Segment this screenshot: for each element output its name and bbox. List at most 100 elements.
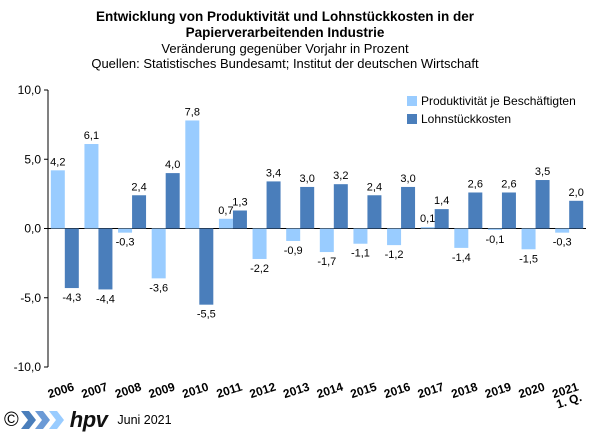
productivity-bar-2007 — [84, 144, 99, 229]
y-tick-label: 0,0 — [24, 222, 41, 236]
productivity-data-label-2006: 4,2 — [50, 156, 65, 168]
productivity-bar-2008 — [118, 228, 133, 233]
x-tick-label: 2018 — [450, 379, 480, 401]
x-tick-label-group: 2014 — [315, 379, 345, 401]
unit-labor-cost-bar-2010 — [199, 228, 214, 305]
y-tick-label: 10,0 — [18, 83, 42, 97]
productivity-data-label-2010: 7,8 — [185, 106, 200, 118]
unit-labor-cost-data-label-2012: 3,4 — [266, 167, 281, 179]
hpv-chevron-logo-icon — [20, 411, 64, 429]
unit-labor-cost-data-label-2015: 2,4 — [367, 181, 382, 193]
unit-labor-cost-bar-2007 — [98, 228, 113, 290]
productivity-data-label-2008: -0,3 — [116, 237, 135, 249]
unit-labor-cost-data-label-2014: 3,2 — [333, 170, 348, 182]
unit-labor-cost-bar-2019 — [501, 192, 516, 229]
productivity-bar-2012 — [252, 228, 267, 259]
unit-labor-cost-data-label-2021: 2,0 — [569, 187, 584, 199]
unit-labor-cost-bar-2017 — [434, 209, 449, 229]
productivity-data-label-2019: -0,1 — [485, 234, 504, 246]
x-tick-label: 2013 — [281, 379, 311, 401]
unit-labor-cost-bar-2020 — [535, 180, 550, 229]
productivity-bar-2011 — [218, 218, 233, 229]
productivity-bar-2019 — [487, 228, 502, 230]
productivity-data-label-2013: -0,9 — [284, 245, 303, 257]
productivity-data-label-2016: -1,2 — [385, 249, 404, 261]
x-tick-label: 2020 — [517, 379, 547, 401]
unit-labor-cost-data-label-2020: 3,5 — [535, 166, 550, 178]
unit-labor-cost-data-label-2009: 4,0 — [165, 159, 180, 171]
productivity-data-label-2009: -3,6 — [149, 282, 168, 294]
unit-labor-cost-bar-2021 — [569, 200, 584, 229]
chart-title-line2: Papierverarbeitenden Industrie — [185, 25, 385, 40]
unit-labor-cost-bar-2015 — [367, 195, 382, 229]
x-tick-label: 2009 — [147, 379, 177, 401]
productivity-bar-2010 — [185, 120, 200, 229]
unit-labor-cost-data-label-2007: -4,4 — [96, 293, 115, 305]
productivity-data-label-2007: 6,1 — [84, 130, 99, 142]
productivity-bar-2016 — [387, 228, 402, 246]
chart-subtitle: Veränderung gegenüber Vorjahr in Prozent — [161, 41, 409, 56]
productivity-bar-2006 — [50, 170, 65, 229]
unit-labor-cost-data-label-2016: 3,0 — [400, 173, 415, 185]
y-tick-label: -10,0 — [14, 360, 42, 374]
productivity-bar-2018 — [454, 228, 469, 248]
y-tick-label: -5,0 — [20, 291, 41, 305]
x-tick-label-group: 2012 — [248, 379, 278, 401]
productivity-data-label-2014: -1,7 — [317, 256, 336, 268]
x-tick-label-group: 2007 — [80, 379, 110, 401]
unit-labor-cost-data-label-2006: -4,3 — [62, 292, 81, 304]
legend-swatch-1 — [407, 114, 417, 124]
productivity-bar-2009 — [151, 228, 166, 279]
x-tick-label-group: 2018 — [450, 379, 480, 401]
unit-labor-cost-bar-2008 — [132, 195, 147, 229]
unit-labor-cost-bar-2014 — [333, 184, 348, 229]
productivity-data-label-2018: -1,4 — [452, 252, 471, 264]
x-tick-label-group: 2013 — [281, 379, 311, 401]
chart-title: Entwicklung von Produktivität und Lohnst… — [95, 9, 475, 24]
unit-labor-cost-data-label-2018: 2,6 — [468, 178, 483, 190]
x-tick-label-group: 2006 — [46, 379, 76, 401]
productivity-data-label-2015: -1,1 — [351, 248, 370, 260]
x-tick-label-group: 2019 — [483, 379, 513, 401]
x-tick-label-group: 2015 — [349, 379, 379, 401]
productivity-data-label-2017: 0,1 — [420, 213, 435, 225]
unit-labor-cost-data-label-2013: 3,0 — [300, 173, 315, 185]
x-tick-label: 2012 — [248, 379, 278, 401]
unit-labor-cost-data-label-2017: 1,4 — [434, 195, 449, 207]
unit-labor-cost-bar-2016 — [401, 186, 416, 229]
productivity-bar-2020 — [521, 228, 536, 250]
x-tick-label-group: 2010 — [181, 379, 211, 401]
productivity-data-label-2021: -0,3 — [553, 237, 572, 249]
unit-labor-cost-bar-2013 — [300, 186, 315, 229]
x-tick-label-group: 2011 — [215, 379, 244, 400]
legend-label-1: Lohnstückkosten — [421, 112, 511, 126]
brand-logo-text: hpv — [69, 407, 108, 432]
unit-labor-cost-bar-2011 — [232, 210, 247, 229]
unit-labor-cost-data-label-2011: 1,3 — [232, 196, 247, 208]
x-tick-label: 2019 — [483, 379, 513, 401]
unit-labor-cost-data-label-2010: -5,5 — [197, 309, 216, 321]
productivity-bar-2021 — [555, 228, 570, 233]
productivity-data-label-2012: -2,2 — [250, 263, 269, 275]
x-tick-label-group: 2020 — [517, 379, 547, 401]
copyright-symbol: © — [4, 408, 19, 431]
x-tick-label: 2007 — [80, 379, 110, 401]
unit-labor-cost-bar-2009 — [165, 173, 180, 229]
unit-labor-cost-bar-2012 — [266, 181, 281, 229]
x-tick-label: 2017 — [416, 379, 446, 401]
x-tick-label-group: 2016 — [382, 379, 412, 401]
x-tick-label: 2016 — [382, 379, 412, 401]
x-tick-label: 2014 — [315, 379, 345, 401]
productivity-data-label-2011: 0,7 — [218, 205, 233, 217]
unit-labor-cost-bar-2006 — [64, 228, 79, 289]
x-tick-label-group: 2009 — [147, 379, 177, 401]
productivity-bar-2014 — [319, 228, 334, 253]
productivity-bar-2015 — [353, 228, 368, 244]
x-tick-label: 2006 — [46, 379, 76, 401]
productivity-bar-2013 — [286, 228, 301, 241]
x-tick-label-group: 2008 — [113, 379, 143, 401]
y-tick-label: 5,0 — [24, 152, 41, 166]
productivity-data-label-2020: -1,5 — [519, 253, 538, 265]
